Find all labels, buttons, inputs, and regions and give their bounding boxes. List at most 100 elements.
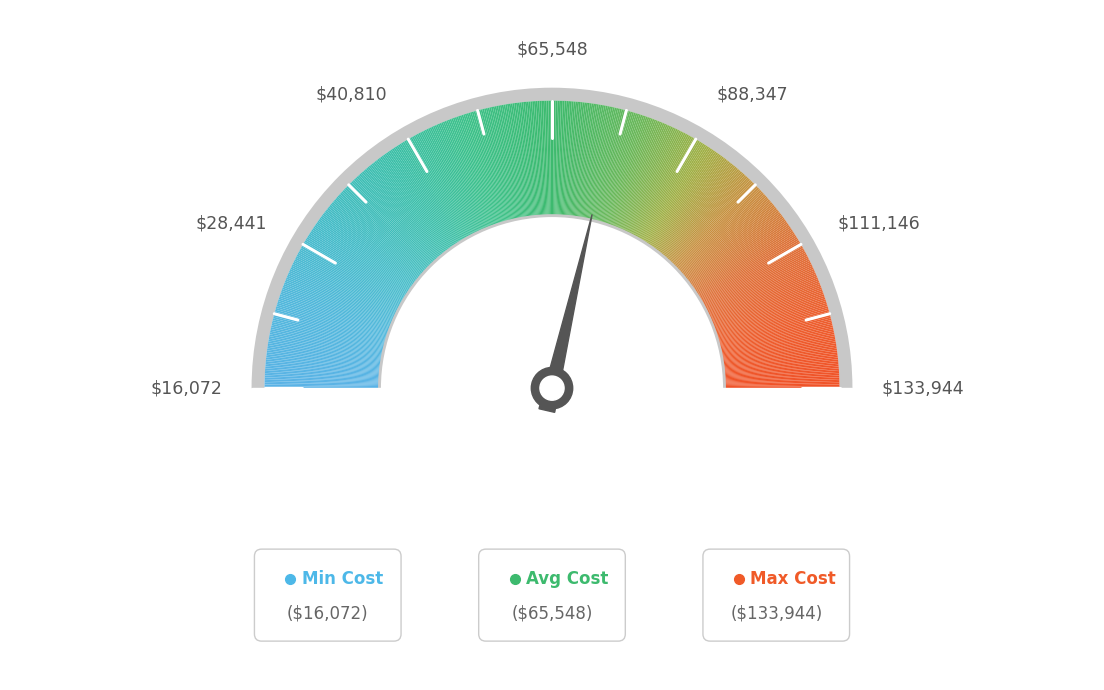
Wedge shape xyxy=(488,108,514,220)
Wedge shape xyxy=(267,351,381,366)
Wedge shape xyxy=(584,106,607,219)
Wedge shape xyxy=(582,105,604,219)
Wedge shape xyxy=(688,212,781,284)
Wedge shape xyxy=(335,199,422,276)
Wedge shape xyxy=(723,359,838,372)
Wedge shape xyxy=(453,117,493,226)
Wedge shape xyxy=(555,101,560,216)
Wedge shape xyxy=(723,352,838,368)
Wedge shape xyxy=(688,210,779,282)
Wedge shape xyxy=(269,333,383,356)
Wedge shape xyxy=(270,331,383,355)
Wedge shape xyxy=(700,241,800,302)
Wedge shape xyxy=(342,190,427,270)
Wedge shape xyxy=(420,132,474,235)
Wedge shape xyxy=(372,164,445,254)
Text: ($16,072): ($16,072) xyxy=(287,605,369,623)
Wedge shape xyxy=(564,101,574,216)
Wedge shape xyxy=(276,304,388,339)
Wedge shape xyxy=(691,219,786,288)
Wedge shape xyxy=(701,245,803,303)
Wedge shape xyxy=(690,216,784,286)
Wedge shape xyxy=(355,177,435,262)
Wedge shape xyxy=(315,225,410,291)
Wedge shape xyxy=(658,161,730,253)
Wedge shape xyxy=(694,226,790,292)
Wedge shape xyxy=(666,172,743,259)
Wedge shape xyxy=(580,104,601,218)
Wedge shape xyxy=(470,112,503,223)
Wedge shape xyxy=(697,231,794,295)
Wedge shape xyxy=(510,104,528,217)
Wedge shape xyxy=(602,112,636,223)
Wedge shape xyxy=(312,228,408,293)
Wedge shape xyxy=(297,255,400,309)
FancyBboxPatch shape xyxy=(703,549,850,641)
Wedge shape xyxy=(546,101,550,216)
Wedge shape xyxy=(595,110,625,221)
Wedge shape xyxy=(405,140,465,239)
Wedge shape xyxy=(665,170,741,258)
Wedge shape xyxy=(363,170,439,258)
Wedge shape xyxy=(719,313,830,344)
Wedge shape xyxy=(606,115,645,225)
Wedge shape xyxy=(556,101,561,216)
Wedge shape xyxy=(618,123,665,229)
Wedge shape xyxy=(581,105,603,218)
Wedge shape xyxy=(382,155,450,249)
Wedge shape xyxy=(619,124,666,230)
Wedge shape xyxy=(724,361,838,373)
Wedge shape xyxy=(277,303,388,338)
Wedge shape xyxy=(320,216,414,286)
Wedge shape xyxy=(456,117,496,226)
Wedge shape xyxy=(516,103,531,217)
Wedge shape xyxy=(661,166,735,255)
Wedge shape xyxy=(266,352,381,368)
Wedge shape xyxy=(330,204,420,278)
Wedge shape xyxy=(719,311,829,343)
Wedge shape xyxy=(388,151,454,247)
Wedge shape xyxy=(565,101,575,216)
Wedge shape xyxy=(357,176,435,262)
Wedge shape xyxy=(721,327,834,353)
Wedge shape xyxy=(305,240,404,300)
Wedge shape xyxy=(368,166,442,256)
Wedge shape xyxy=(374,161,446,253)
Text: ($133,944): ($133,944) xyxy=(730,605,822,623)
Text: ($65,548): ($65,548) xyxy=(511,605,593,623)
Wedge shape xyxy=(538,101,544,216)
Wedge shape xyxy=(676,188,760,268)
Wedge shape xyxy=(571,102,584,217)
Wedge shape xyxy=(501,105,523,218)
Wedge shape xyxy=(604,114,640,224)
Wedge shape xyxy=(309,233,407,296)
Polygon shape xyxy=(539,215,592,413)
Wedge shape xyxy=(722,345,837,363)
Wedge shape xyxy=(274,313,385,344)
Wedge shape xyxy=(700,240,799,300)
Wedge shape xyxy=(718,306,828,340)
Wedge shape xyxy=(594,109,624,221)
Wedge shape xyxy=(703,251,806,307)
Wedge shape xyxy=(400,144,461,242)
Wedge shape xyxy=(623,126,671,231)
Wedge shape xyxy=(459,115,498,225)
Wedge shape xyxy=(267,348,381,366)
Wedge shape xyxy=(724,363,839,374)
Wedge shape xyxy=(702,248,804,305)
Wedge shape xyxy=(708,262,811,314)
Wedge shape xyxy=(687,209,778,282)
Wedge shape xyxy=(701,244,802,302)
Wedge shape xyxy=(591,108,618,220)
Wedge shape xyxy=(616,121,659,228)
Circle shape xyxy=(540,376,564,400)
Wedge shape xyxy=(282,289,390,330)
Wedge shape xyxy=(518,102,532,217)
Wedge shape xyxy=(534,101,542,216)
Wedge shape xyxy=(375,160,447,252)
Wedge shape xyxy=(686,206,776,280)
Wedge shape xyxy=(677,190,762,270)
Wedge shape xyxy=(285,279,392,324)
Wedge shape xyxy=(588,107,615,220)
Wedge shape xyxy=(425,130,477,233)
